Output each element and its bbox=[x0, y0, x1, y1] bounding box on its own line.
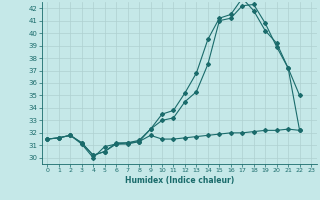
X-axis label: Humidex (Indice chaleur): Humidex (Indice chaleur) bbox=[124, 176, 234, 185]
